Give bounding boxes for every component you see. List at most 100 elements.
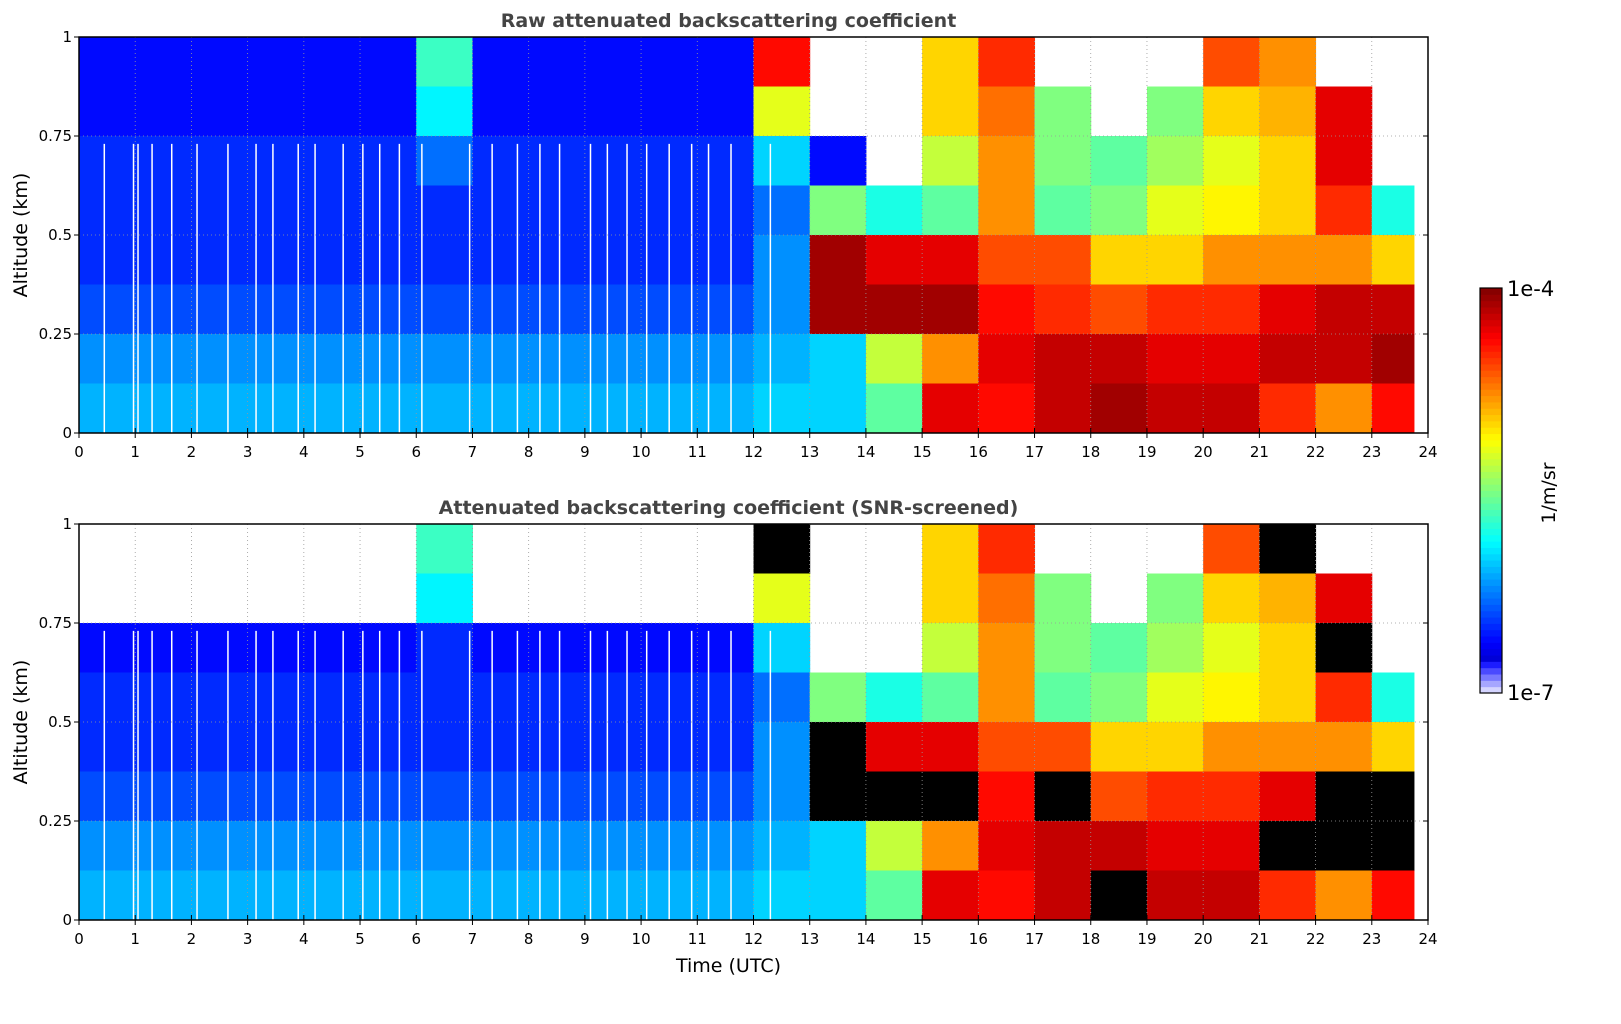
heatmap-cell: [978, 334, 1036, 384]
heatmap-cell: [247, 86, 305, 137]
heatmap-cell: [641, 86, 698, 137]
heatmap-cell: [247, 623, 305, 673]
heatmap-cell: [922, 672, 979, 723]
heatmap-cell: [1259, 672, 1317, 723]
x-tick-label: 13: [800, 443, 819, 461]
heatmap-cell: [865, 235, 923, 285]
heatmap-cell: [1315, 573, 1373, 624]
heatmap-cell: [1203, 524, 1260, 574]
x-tick-label: 18: [1081, 443, 1100, 461]
heatmap-cell: [416, 821, 473, 871]
heatmap-cell: [753, 821, 811, 871]
heatmap-cell: [79, 86, 136, 137]
x-tick-label: 20: [1194, 443, 1213, 461]
heatmap-cell: [528, 771, 586, 822]
heatmap-cell: [922, 870, 979, 921]
heatmap-cell: [247, 37, 305, 87]
x-tick-label: 12: [744, 443, 763, 461]
chart-title: Raw attenuated backscattering coefficien…: [501, 10, 957, 32]
heatmap-cell: [191, 86, 249, 137]
heatmap-cell: [191, 870, 249, 921]
heatmap-cell: [697, 870, 754, 921]
heatmap-cell: [1146, 185, 1204, 236]
x-tick-label: 5: [355, 930, 365, 948]
heatmap-cell: [360, 136, 417, 186]
heatmap-cell: [416, 383, 473, 434]
colorbar-unit-label: 1/m/sr: [1538, 462, 1560, 523]
heatmap-cell: [978, 821, 1036, 871]
heatmap-cell: [416, 870, 473, 921]
heatmap-cell: [1034, 235, 1092, 285]
heatmap-cell: [1090, 334, 1148, 384]
heatmap-cell: [1146, 623, 1204, 673]
colorbar-segment: [1480, 560, 1502, 567]
heatmap-cell: [1259, 86, 1317, 137]
heatmap-cell: [865, 185, 923, 236]
heatmap-cell: [1259, 573, 1317, 624]
colorbar-segment: [1480, 471, 1502, 479]
heatmap-cell: [753, 722, 811, 772]
x-tick-label: 17: [1025, 930, 1044, 948]
heatmap-cell: [1146, 383, 1204, 434]
heatmap-cell: [1259, 771, 1317, 822]
heatmap-cell: [753, 235, 811, 285]
colorbar-segment: [1480, 351, 1502, 359]
heatmap-cell: [809, 672, 867, 723]
heatmap-cell: [753, 573, 811, 624]
heatmap-cell: [472, 86, 530, 137]
colorbar-segment: [1480, 636, 1502, 643]
heatmap-cell: [1203, 37, 1260, 87]
colorbar-segment: [1480, 547, 1502, 555]
heatmap-cell: [697, 235, 754, 285]
heatmap-cell: [753, 334, 811, 384]
heatmap-cell: [1146, 284, 1204, 335]
heatmap-cell: [1034, 771, 1092, 822]
colorbar-segment: [1480, 382, 1502, 390]
x-tick-label: 22: [1306, 930, 1325, 948]
x-tick-label: 19: [1137, 443, 1156, 461]
colorbar-segment: [1480, 433, 1502, 441]
heatmap-cell: [1034, 383, 1092, 434]
heatmap-cell: [79, 821, 136, 871]
heatmap-cell: [79, 623, 136, 673]
colorbar-segment: [1480, 579, 1502, 586]
heatmap-cell: [416, 136, 473, 186]
heatmap-cell: [79, 284, 136, 335]
heatmap-cell: [247, 771, 305, 822]
heatmap-cell: [303, 235, 361, 285]
heatmap-cell: [79, 383, 136, 434]
heatmap-cell: [584, 37, 642, 87]
heatmap-cell: [809, 185, 867, 236]
heatmap-cell: [1090, 623, 1148, 673]
colorbar-segment: [1480, 667, 1502, 675]
y-tick-label: 1: [62, 28, 72, 46]
x-tick-label: 1: [130, 930, 140, 948]
heatmap-cell: [865, 870, 923, 921]
colorbar-segment: [1480, 484, 1502, 491]
heatmap-cell: [922, 821, 979, 871]
heatmap-cell: [1259, 623, 1317, 673]
heatmap-cell: [472, 185, 530, 236]
heatmap-cell: [1090, 722, 1148, 772]
heatmap-cell: [303, 821, 361, 871]
heatmap-cell: [1203, 623, 1260, 673]
colorbar-segment: [1480, 534, 1502, 542]
colorbar-segment: [1480, 458, 1502, 466]
colorbar-segment: [1480, 288, 1502, 295]
heatmap-cell: [247, 722, 305, 772]
colorbar-segment: [1480, 509, 1502, 517]
heatmap-cell: [247, 185, 305, 236]
heatmap-cell: [303, 672, 361, 723]
heatmap-cell: [1371, 722, 1415, 772]
heatmap-cell: [1034, 185, 1092, 236]
heatmap-cell: [360, 86, 417, 137]
heatmap-cell: [360, 284, 417, 335]
heatmap-cell: [809, 870, 867, 921]
heatmap-cell: [1146, 672, 1204, 723]
colorbar-segment: [1480, 465, 1502, 473]
colorbar-segment: [1480, 541, 1502, 548]
heatmap-cell: [135, 383, 192, 434]
colorbar-segment: [1480, 496, 1502, 504]
heatmap-cell: [1090, 870, 1148, 921]
colorbar-segment: [1480, 408, 1502, 416]
